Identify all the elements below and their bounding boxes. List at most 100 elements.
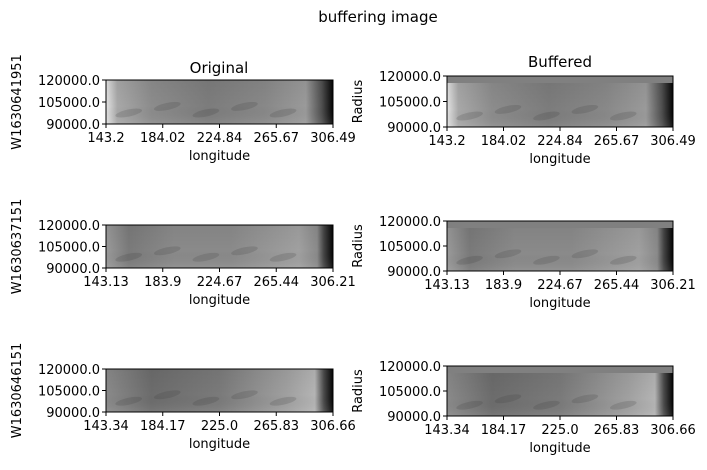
x-tick-label: 306.21 <box>650 278 696 293</box>
image-streak <box>192 252 220 262</box>
x-tick-label: 184.17 <box>140 419 186 434</box>
subplot-buffered-3: 143.34 184.17 225.0 265.83 306.66 120000.0 105… <box>351 360 696 456</box>
y-tick-label: 120000.0 <box>38 363 100 378</box>
image-streak <box>456 111 483 121</box>
y-tick-label: 105000.0 <box>38 96 100 111</box>
image-streak <box>609 400 637 410</box>
x-tick-label: 224.67 <box>197 275 243 290</box>
buffer-band <box>447 366 673 373</box>
y-axis-label: Radius <box>351 79 366 123</box>
x-tick-label: 143.34 <box>83 419 129 434</box>
x-tick-label: 265.67 <box>254 131 300 146</box>
x-tick-label: 183.9 <box>485 278 522 293</box>
x-tick-label: 143.13 <box>83 275 129 290</box>
subplot-buffered-1: 143.2 184.02 224.84 265.67 306.49 120000.0 105… <box>351 70 696 167</box>
image-streak <box>494 104 522 114</box>
x-tick-label: 306.49 <box>650 134 696 149</box>
subplot-grid: 143.2 184.02 224.84 265.67 306.49 120000.0 105… <box>10 54 696 456</box>
x-axis-label: longitude <box>529 152 590 167</box>
x-tick-label: 143.34 <box>424 423 470 438</box>
column-title-buffered: Buffered <box>528 53 592 71</box>
image-streak <box>231 390 258 400</box>
image-streak <box>231 101 258 111</box>
image-shading <box>447 83 673 127</box>
buffer-band <box>447 76 673 83</box>
x-tick-label: 184.02 <box>481 134 527 149</box>
image-shading <box>106 225 333 268</box>
x-tick-label: 306.66 <box>650 423 696 438</box>
x-axis-label: longitude <box>189 293 250 308</box>
image-streak <box>533 400 560 410</box>
y-tick-label: 105000.0 <box>38 241 100 256</box>
y-tick-label: 90000.0 <box>46 118 100 133</box>
x-tick-label: 265.44 <box>594 278 640 293</box>
image-shading <box>106 80 333 124</box>
image-streak <box>192 108 220 118</box>
image-streak <box>115 396 143 406</box>
subplot-original-1: 143.2 184.02 224.84 265.67 306.49 120000.0 105… <box>10 54 356 164</box>
image-streak <box>533 111 560 121</box>
x-tick-label: 306.49 <box>310 131 356 146</box>
image-streak <box>494 394 522 404</box>
y-tick-label: 90000.0 <box>46 262 100 277</box>
subplot-original-3: 143.34 184.17 225.0 265.83 306.66 120000.0 105… <box>10 343 356 452</box>
buffer-band <box>447 221 673 228</box>
x-tick-label: 184.02 <box>140 131 186 146</box>
x-tick-label: 224.84 <box>537 134 583 149</box>
image-streak <box>456 255 483 265</box>
y-tick-label: 90000.0 <box>387 121 441 136</box>
image-streak <box>571 249 599 259</box>
image-streak <box>571 394 599 404</box>
image-shading <box>447 373 673 416</box>
image-streak <box>115 108 143 118</box>
y-axis-label: Radius <box>351 369 366 413</box>
x-tick-label: 224.84 <box>197 131 243 146</box>
y-tick-label: 105000.0 <box>379 96 441 111</box>
x-tick-label: 143.2 <box>87 131 124 146</box>
y-tick-label: 120000.0 <box>38 219 100 234</box>
x-tick-label: 224.67 <box>537 278 583 293</box>
figure-suptitle: buffering image <box>318 8 437 26</box>
x-tick-label: 265.83 <box>254 419 300 434</box>
x-tick-label: 143.13 <box>424 278 470 293</box>
y-tick-label: 120000.0 <box>38 74 100 89</box>
x-tick-label: 143.2 <box>428 134 465 149</box>
y-tick-label: 105000.0 <box>379 385 441 400</box>
y-tick-label: 105000.0 <box>379 240 441 255</box>
row-label: W1630637151 <box>10 199 25 295</box>
image-streak <box>153 246 181 256</box>
image-streak <box>609 111 637 121</box>
row-label: W1630646151 <box>10 343 25 439</box>
image-streak <box>192 396 220 406</box>
image-streak <box>571 104 599 114</box>
x-axis-label: longitude <box>529 296 590 311</box>
y-tick-label: 90000.0 <box>387 265 441 280</box>
x-axis-label: longitude <box>189 437 250 452</box>
x-tick-label: 265.44 <box>254 275 300 290</box>
y-tick-label: 90000.0 <box>46 406 100 421</box>
y-tick-label: 120000.0 <box>379 360 441 375</box>
image-streak <box>456 400 483 410</box>
x-tick-label: 183.9 <box>144 275 181 290</box>
image-streak <box>269 108 297 118</box>
image-streak <box>153 101 181 111</box>
y-tick-label: 105000.0 <box>38 385 100 400</box>
image-streak <box>115 252 143 262</box>
x-tick-label: 306.21 <box>310 275 356 290</box>
x-axis-label: longitude <box>529 441 590 456</box>
x-tick-label: 184.17 <box>481 423 527 438</box>
image-streak <box>269 252 297 262</box>
image-streak <box>153 390 181 400</box>
image-streak <box>269 396 297 406</box>
y-tick-label: 120000.0 <box>379 70 441 85</box>
x-tick-label: 265.83 <box>594 423 640 438</box>
image-streak <box>494 249 522 259</box>
subplot-original-2: 143.13 183.9 224.67 265.44 306.21 120000.0 105… <box>10 199 356 308</box>
x-tick-label: 225.0 <box>541 423 578 438</box>
column-title-original: Original <box>190 59 249 77</box>
x-tick-label: 265.67 <box>594 134 640 149</box>
image-streak <box>231 246 258 256</box>
y-axis-label: Radius <box>351 224 366 268</box>
image-streak <box>533 255 560 265</box>
